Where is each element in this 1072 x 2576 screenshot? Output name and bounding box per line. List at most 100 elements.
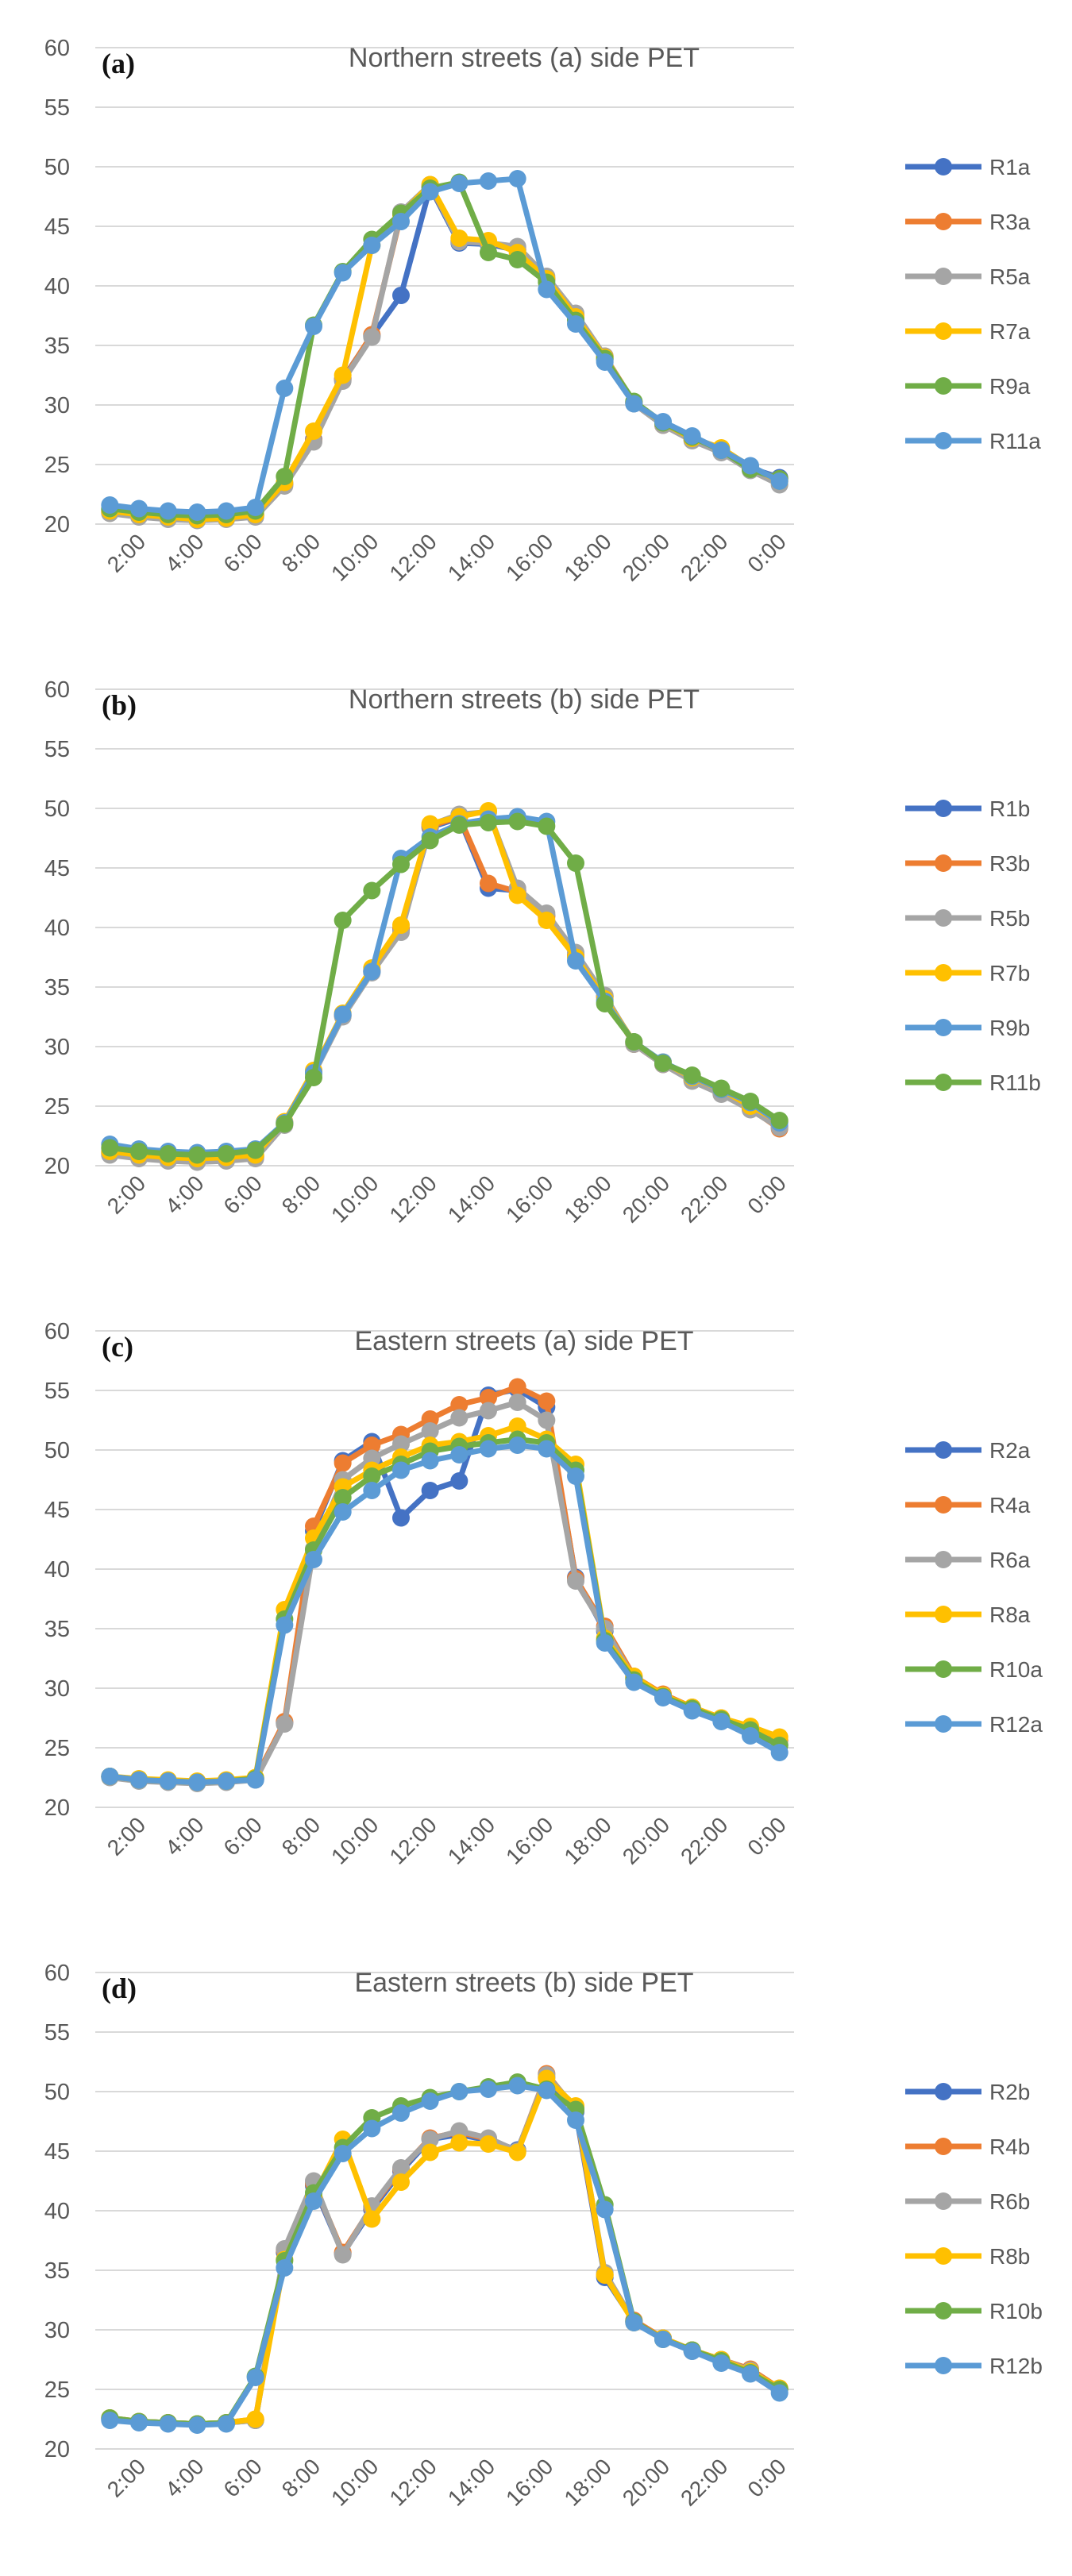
data-point xyxy=(392,2173,410,2191)
series-line xyxy=(106,2074,783,2427)
legend-swatch-marker xyxy=(935,1496,952,1514)
data-point xyxy=(508,251,526,268)
data-point xyxy=(334,2246,352,2264)
data-point xyxy=(305,422,322,440)
data-point xyxy=(421,831,439,850)
y-tick-label: 55 xyxy=(44,1379,70,1404)
data-point xyxy=(246,499,264,516)
data-point xyxy=(246,2410,264,2428)
x-tick-label: 4:00 xyxy=(160,1170,208,1218)
data-point xyxy=(596,2266,614,2284)
legend-label: R9a xyxy=(989,374,1031,399)
data-point xyxy=(538,1392,556,1410)
data-point xyxy=(567,1572,584,1590)
data-point xyxy=(392,287,410,304)
legend-label: R8b xyxy=(989,2244,1030,2269)
series-R11b xyxy=(101,812,789,1164)
legend-swatch-marker xyxy=(935,1074,952,1091)
data-point xyxy=(508,1394,526,1411)
data-point xyxy=(334,264,352,282)
series-line xyxy=(106,815,783,1163)
y-tick-label: 30 xyxy=(44,1676,70,1702)
data-point xyxy=(363,1482,381,1499)
data-point xyxy=(683,427,701,445)
data-point xyxy=(421,2092,439,2110)
y-tick-label: 20 xyxy=(44,1154,70,1179)
data-point xyxy=(421,1452,439,1470)
data-point xyxy=(363,2210,381,2228)
legend-label: R12b xyxy=(989,2354,1043,2378)
x-tick-label: 22:00 xyxy=(676,529,732,585)
data-point xyxy=(246,2369,264,2386)
data-point xyxy=(363,962,381,981)
data-point xyxy=(159,1145,177,1163)
data-point xyxy=(508,1436,526,1454)
y-tick-label: 25 xyxy=(44,1094,70,1120)
data-point xyxy=(567,1467,584,1485)
data-point xyxy=(480,2080,497,2098)
data-point xyxy=(334,1489,352,1506)
data-point xyxy=(538,912,556,929)
legend-swatch-marker xyxy=(935,2247,952,2265)
legend-label: R1a xyxy=(989,155,1031,179)
series-line xyxy=(106,179,783,519)
legend-swatch-marker xyxy=(935,1551,952,1568)
data-point xyxy=(712,1713,731,1730)
series-line xyxy=(106,2072,783,2427)
data-point xyxy=(450,1409,469,1427)
data-point xyxy=(654,2331,672,2348)
x-tick-label: 22:00 xyxy=(676,1170,732,1227)
series-R12a xyxy=(101,1436,789,1791)
y-tick-label: 30 xyxy=(44,1035,70,1060)
y-tick-label: 25 xyxy=(44,453,70,478)
x-tick-label: 12:00 xyxy=(384,1812,441,1868)
series-line xyxy=(106,1442,783,1785)
data-point xyxy=(742,1727,759,1745)
series-R12b xyxy=(101,2077,789,2434)
y-tick-label: 20 xyxy=(44,2437,70,2462)
data-point xyxy=(538,1411,556,1429)
x-tick-label: 4:00 xyxy=(160,2454,208,2501)
series-R3a xyxy=(101,177,789,528)
series-R6a xyxy=(101,1394,789,1792)
data-point xyxy=(596,1634,614,1652)
legend-swatch-marker xyxy=(935,800,952,817)
data-point xyxy=(305,2192,322,2210)
x-tick-label: 4:00 xyxy=(160,1812,208,1860)
data-point xyxy=(246,1141,264,1159)
y-tick-label: 60 xyxy=(44,36,70,61)
x-tick-label: 4:00 xyxy=(160,529,208,577)
x-tick-label: 10:00 xyxy=(326,1170,383,1227)
data-point xyxy=(363,881,381,900)
x-tick-label: 16:00 xyxy=(501,1812,557,1868)
x-tick-label: 2:00 xyxy=(102,1812,150,1860)
series-line xyxy=(106,182,783,523)
data-point xyxy=(450,2083,469,2100)
legend-label: R2b xyxy=(989,2080,1030,2104)
chart-title: Eastern streets (a) side PET xyxy=(354,1326,693,1356)
data-point xyxy=(392,1435,410,1453)
legend-swatch-marker xyxy=(935,964,952,981)
data-point xyxy=(188,1773,206,1791)
data-point xyxy=(625,1033,643,1051)
data-point xyxy=(538,1440,556,1458)
data-point xyxy=(480,874,497,893)
data-point xyxy=(276,1115,294,1133)
data-point xyxy=(159,502,177,520)
legend-swatch-marker xyxy=(935,1660,952,1678)
data-point xyxy=(363,237,381,254)
series-R1a xyxy=(101,178,789,527)
series-R7a xyxy=(101,175,789,528)
y-tick-label: 30 xyxy=(44,393,70,418)
legend-swatch-marker xyxy=(935,2138,952,2155)
legend-swatch-marker xyxy=(935,432,952,449)
data-point xyxy=(276,2259,294,2277)
legend-swatch-marker xyxy=(935,909,952,927)
data-point xyxy=(712,1079,731,1097)
data-point xyxy=(625,1673,643,1691)
x-tick-label: 8:00 xyxy=(277,2454,325,2501)
